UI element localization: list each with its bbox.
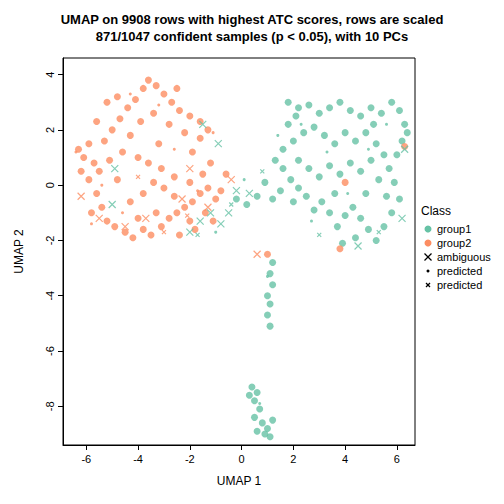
svg-text:-8: -8 bbox=[44, 401, 56, 411]
svg-text:UMAP on 9908 rows with highest: UMAP on 9908 rows with highest ATC score… bbox=[61, 12, 444, 27]
svg-text:-6: -6 bbox=[44, 346, 56, 356]
svg-text:ambiguous: ambiguous bbox=[437, 251, 491, 263]
svg-text:UMAP 1: UMAP 1 bbox=[217, 474, 262, 488]
svg-text:-4: -4 bbox=[133, 453, 143, 465]
svg-text:predicted: predicted bbox=[437, 265, 482, 277]
svg-text:predicted: predicted bbox=[437, 279, 482, 291]
svg-text:Class: Class bbox=[421, 204, 451, 218]
svg-text:group1: group1 bbox=[437, 223, 471, 235]
svg-text:2: 2 bbox=[290, 453, 296, 465]
svg-text:4: 4 bbox=[44, 72, 56, 78]
svg-text:871/1047 confident samples (p: 871/1047 confident samples (p < 0.05), w… bbox=[96, 29, 409, 44]
svg-text:group2: group2 bbox=[437, 237, 471, 249]
svg-text:UMAP 2: UMAP 2 bbox=[12, 229, 26, 274]
svg-text:-4: -4 bbox=[44, 291, 56, 301]
svg-text:-2: -2 bbox=[44, 236, 56, 246]
svg-text:0: 0 bbox=[239, 453, 245, 465]
svg-text:6: 6 bbox=[394, 453, 400, 465]
svg-text:4: 4 bbox=[342, 453, 348, 465]
svg-text:2: 2 bbox=[44, 127, 56, 133]
svg-text:0: 0 bbox=[44, 182, 56, 188]
svg-text:-2: -2 bbox=[185, 453, 195, 465]
svg-text:-6: -6 bbox=[81, 453, 91, 465]
